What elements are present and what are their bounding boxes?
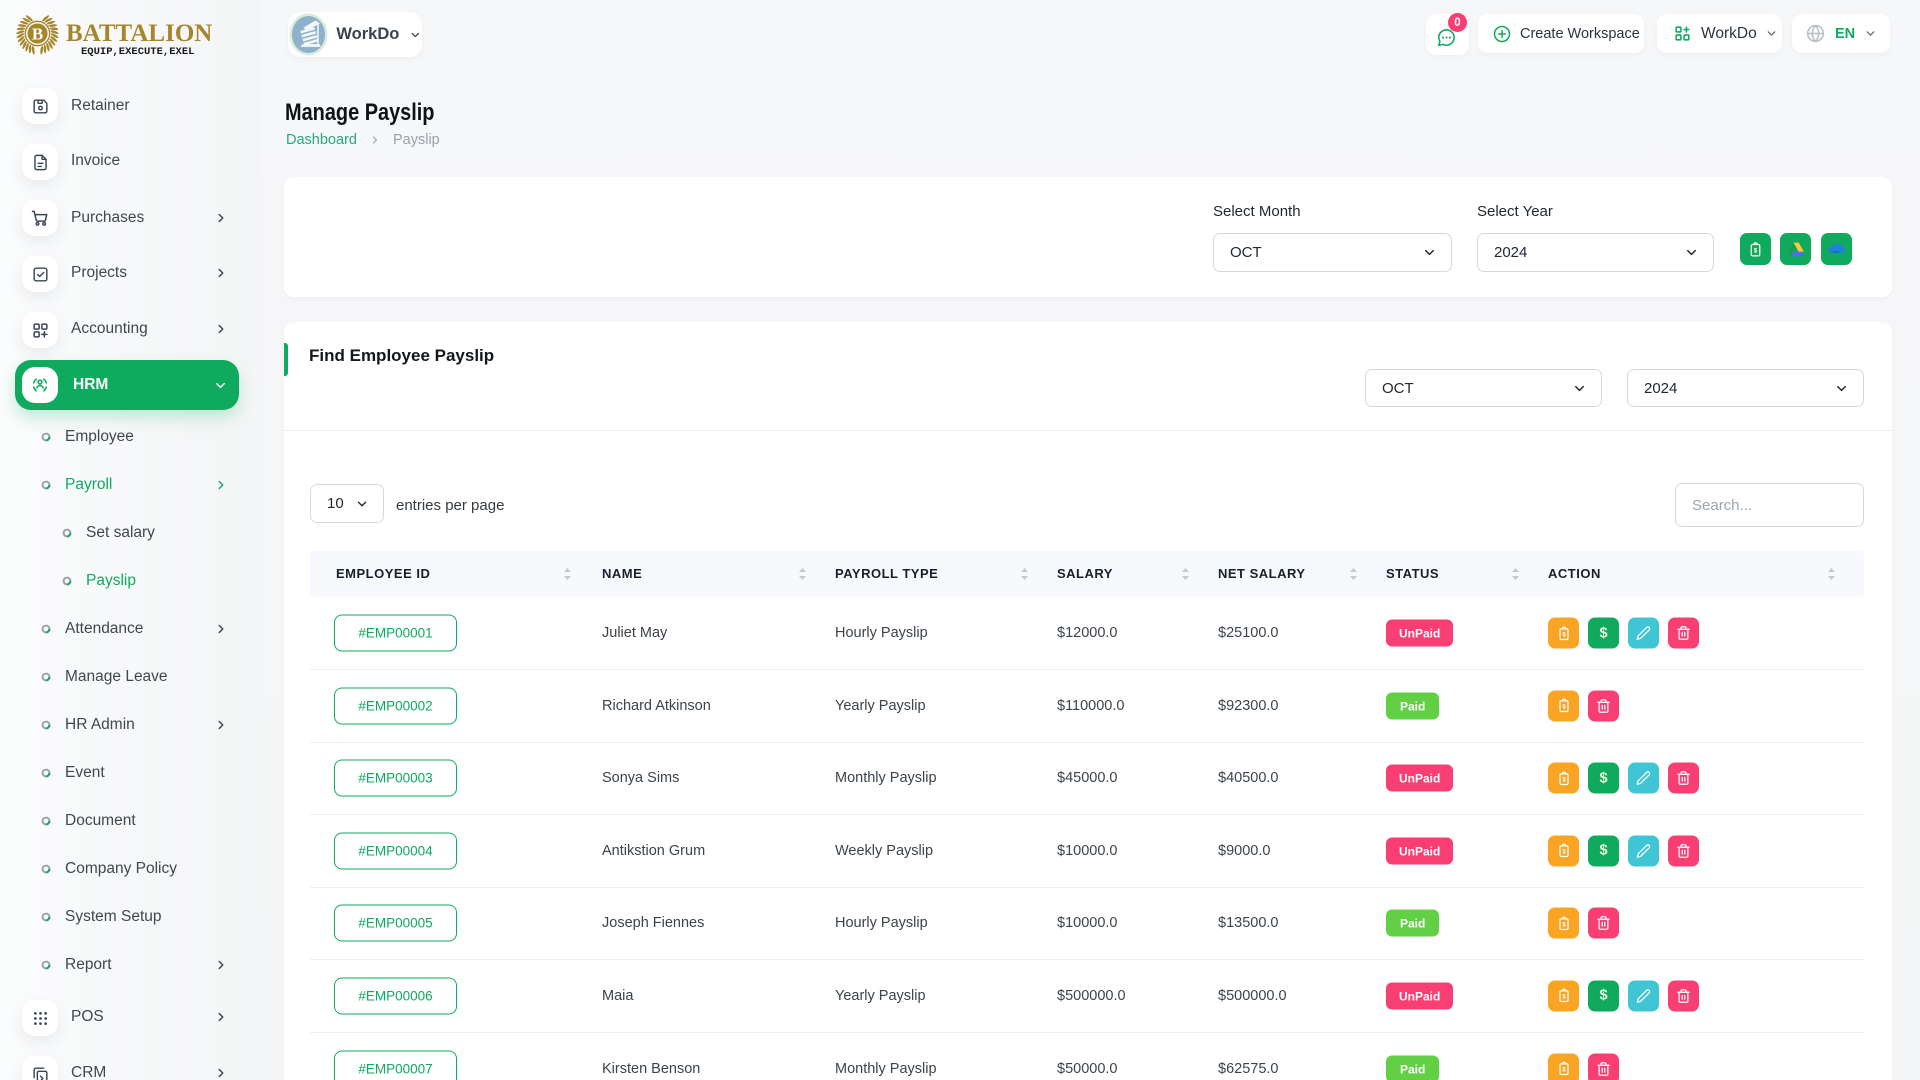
svg-text:$: $ — [1562, 705, 1566, 711]
svg-text:$: $ — [1562, 850, 1566, 856]
svg-text:$: $ — [1562, 922, 1566, 928]
svg-text:$: $ — [1562, 1068, 1566, 1074]
svg-text:$: $ — [1754, 247, 1758, 254]
svg-text:$: $ — [1562, 995, 1566, 1001]
svg-text:B: B — [32, 25, 43, 44]
svg-text:$: $ — [1562, 632, 1566, 638]
svg-text:$: $ — [1562, 777, 1566, 783]
